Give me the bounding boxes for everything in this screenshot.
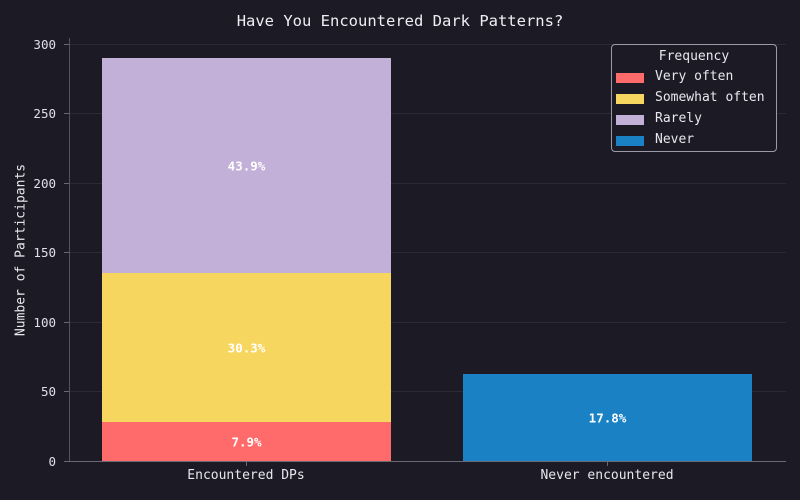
bar-encountered-very-often: 7.9% xyxy=(102,422,391,461)
y-tick-label: 50 xyxy=(40,384,56,399)
gridline-100 xyxy=(69,322,786,323)
legend-label: Never xyxy=(655,132,695,147)
y-tick-mark xyxy=(64,44,69,45)
chart-title: Have You Encountered Dark Patterns? xyxy=(236,12,564,30)
gridline-300 xyxy=(69,44,786,45)
legend-label: Rarely xyxy=(655,111,702,126)
legend-swatch xyxy=(616,94,644,104)
bar-value-label: 7.9% xyxy=(231,434,262,449)
bar-value-label: 17.8% xyxy=(588,410,627,425)
gridline-250 xyxy=(69,113,786,114)
gridline-50 xyxy=(69,391,786,392)
x-tick-mark xyxy=(246,462,247,466)
y-tick-mark xyxy=(64,322,69,323)
x-tick-label: Encountered DPs xyxy=(187,468,305,483)
y-tick-label: 300 xyxy=(33,37,56,52)
gridline-200 xyxy=(69,183,786,184)
x-axis-line xyxy=(69,461,786,462)
plot-area xyxy=(69,38,786,461)
y-tick-mark xyxy=(64,461,69,462)
y-tick-label: 0 xyxy=(48,454,56,469)
legend-title: Frequency xyxy=(658,49,730,64)
legend-swatch xyxy=(616,136,644,146)
legend-swatch xyxy=(616,115,644,125)
bar-never-encountered: 17.8% xyxy=(463,374,752,461)
bar-value-label: 43.9% xyxy=(227,158,266,173)
bar-encountered-somewhat-often: 30.3% xyxy=(102,273,391,422)
y-tick-mark xyxy=(64,183,69,184)
y-tick-label: 200 xyxy=(33,176,56,191)
bar-encountered-rarely: 43.9% xyxy=(102,58,391,273)
bar-value-label: 30.3% xyxy=(227,340,266,355)
gridline-150 xyxy=(69,252,786,253)
y-tick-label: 250 xyxy=(33,106,56,121)
y-tick-mark xyxy=(64,391,69,392)
y-tick-mark xyxy=(64,113,69,114)
legend: Frequency Very often Somewhat often Rare… xyxy=(611,44,777,152)
x-tick-label: Never encountered xyxy=(540,468,674,483)
y-tick-label: 100 xyxy=(33,315,56,330)
legend-swatch xyxy=(616,73,644,83)
legend-label: Somewhat often xyxy=(655,90,765,105)
y-axis-line xyxy=(69,38,70,462)
legend-label: Very often xyxy=(655,69,734,84)
y-tick-mark xyxy=(64,252,69,253)
x-tick-mark xyxy=(607,462,608,466)
y-tick-label: 150 xyxy=(33,245,56,260)
